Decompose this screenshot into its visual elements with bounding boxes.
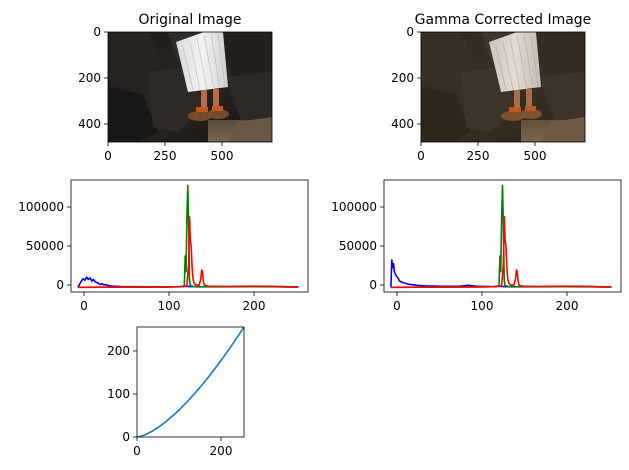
- x-ticks: 0 100 200: [393, 292, 578, 313]
- y-tick-label: 200: [391, 71, 414, 85]
- series-line-2: [390, 216, 612, 289]
- y-tick-label: 0: [369, 278, 377, 292]
- y-ticks: 0 200 400: [78, 25, 108, 131]
- y-tick-label: 400: [78, 117, 101, 131]
- y-ticks: 0 50000 100000: [331, 200, 384, 292]
- y-tick-label: 50000: [26, 239, 64, 253]
- original-photo: [108, 32, 272, 142]
- subplot-histogram-original: 0 100 200 0 50000 100000: [18, 179, 309, 313]
- axes-frame: [107, 31, 273, 143]
- x-tick-label: 250: [154, 149, 177, 163]
- axes-frame: [70, 179, 309, 293]
- axes-frame: [136, 326, 245, 438]
- y-tick-label: 400: [391, 117, 414, 131]
- y-tick-label: 0: [122, 430, 130, 444]
- x-tick-label: 0: [417, 149, 425, 163]
- x-tick-label: 100: [471, 299, 494, 313]
- series-line-2: [77, 216, 299, 289]
- x-ticks: 0 250 500: [417, 142, 546, 163]
- y-tick-label: 0: [93, 25, 101, 39]
- subplot-gamma-curve: 0 200 0 100 200: [107, 326, 245, 458]
- y-tick-label: 100: [107, 387, 130, 401]
- y-ticks: 0 100 200: [107, 344, 137, 444]
- x-tick-label: 200: [556, 299, 579, 313]
- y-tick-label: 100000: [331, 200, 377, 214]
- subplot-original-image: Original Image 0 250 500 0 200 400: [78, 12, 273, 163]
- x-ticks: 0 200: [133, 437, 232, 458]
- series-line-0: [137, 327, 244, 437]
- y-tick-label: 200: [78, 71, 101, 85]
- y-tick-label: 100000: [18, 200, 64, 214]
- y-ticks: 0 50000 100000: [18, 200, 71, 292]
- subplot-gamma-corrected-image: Gamma Corrected Image 0 250 500 0 200 40…: [391, 12, 591, 163]
- x-tick-label: 100: [158, 299, 181, 313]
- x-tick-label: 500: [524, 149, 547, 163]
- chart-title: Original Image: [138, 12, 241, 28]
- x-ticks: 0 100 200: [80, 292, 265, 313]
- series-line-1: [390, 184, 612, 289]
- x-tick-label: 0: [104, 149, 112, 163]
- subplot-histogram-gamma: 0 100 200 0 50000 100000: [331, 179, 622, 313]
- y-tick-label: 0: [406, 25, 414, 39]
- x-tick-label: 250: [467, 149, 490, 163]
- x-ticks: 0 250 500: [104, 142, 233, 163]
- gamma-corrected-photo: [421, 32, 585, 142]
- histogram-lines: [390, 184, 612, 289]
- x-tick-label: 0: [133, 444, 141, 458]
- chart-title: Gamma Corrected Image: [415, 12, 592, 28]
- x-tick-label: 200: [210, 444, 233, 458]
- y-ticks: 0 200 400: [391, 25, 421, 131]
- y-tick-label: 50000: [339, 239, 377, 253]
- x-tick-label: 0: [393, 299, 401, 313]
- gamma-curve-line: [137, 327, 244, 437]
- axes-frame: [383, 179, 622, 293]
- axes-frame: [420, 31, 586, 143]
- histogram-lines: [77, 184, 299, 289]
- y-tick-label: 200: [107, 344, 130, 358]
- y-tick-label: 0: [56, 278, 64, 292]
- x-tick-label: 200: [243, 299, 266, 313]
- x-tick-label: 0: [80, 299, 88, 313]
- x-tick-label: 500: [211, 149, 234, 163]
